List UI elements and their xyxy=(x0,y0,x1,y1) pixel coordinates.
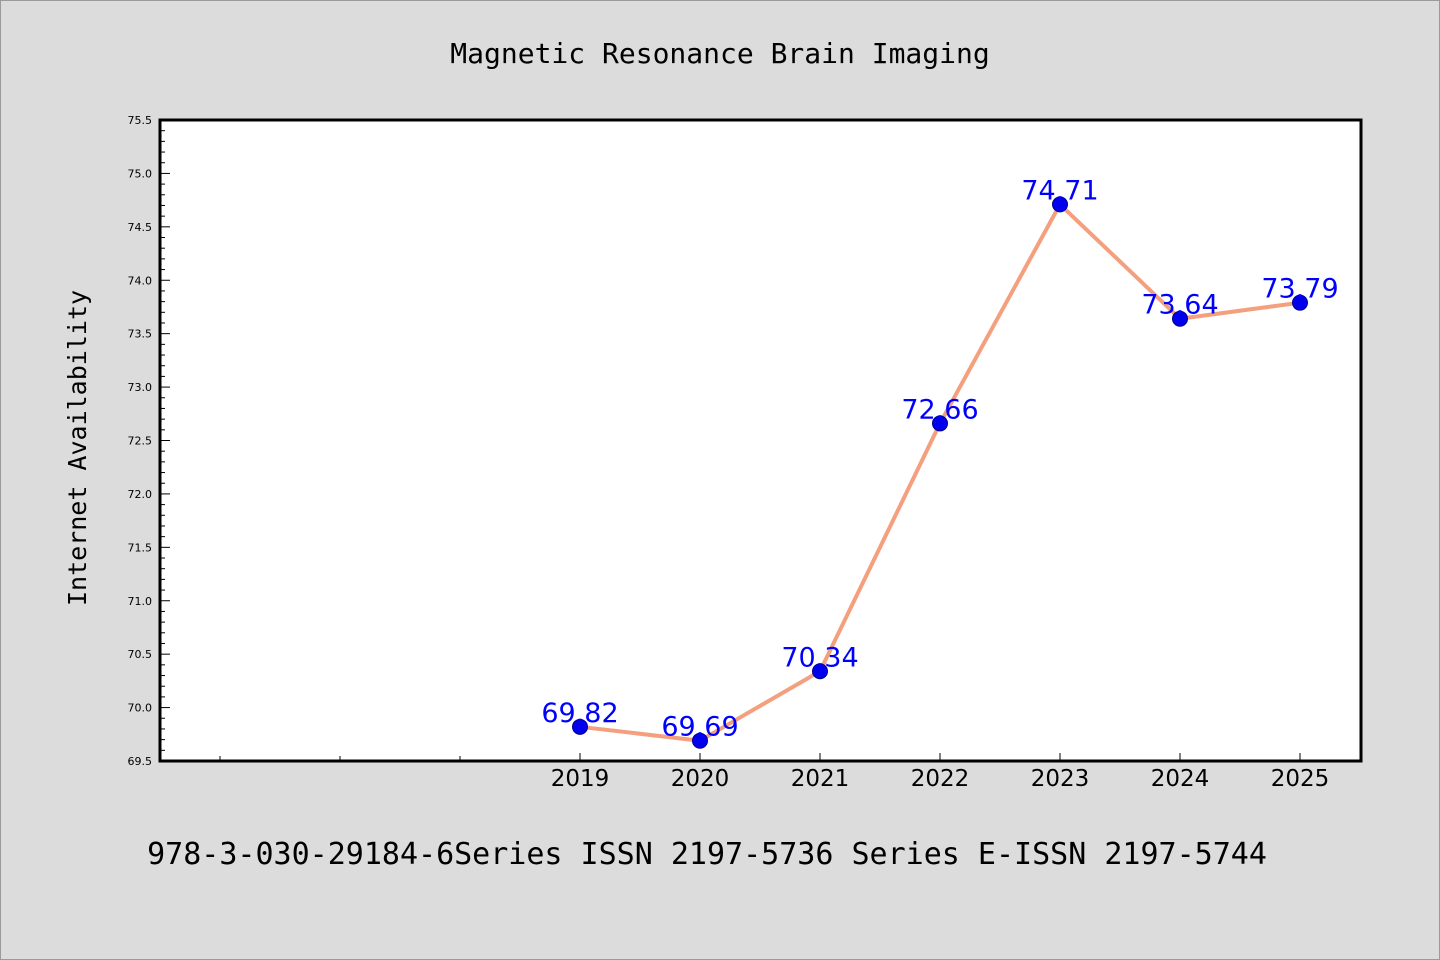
x-axis-ticks: 2019 2020 2021 2022 2023 2024 2025 xyxy=(219,753,1330,792)
data-point-marker xyxy=(1172,310,1188,327)
data-label: 73.64 xyxy=(1141,290,1218,321)
data-label: 70.34 xyxy=(781,642,858,673)
x-tick-label: 2020 xyxy=(671,766,730,792)
x-tick-label: 2025 xyxy=(1271,766,1330,792)
chart-title: Magnetic Resonance Brain Imaging xyxy=(450,37,989,70)
x-tick-label: 2024 xyxy=(1151,766,1210,792)
data-point-marker xyxy=(932,415,948,432)
y-tick-label: 71.0 xyxy=(128,595,153,608)
x-tick-label: 2023 xyxy=(1031,766,1090,792)
data-point-marker xyxy=(812,663,828,680)
data-label: 73.79 xyxy=(1261,274,1338,305)
y-tick-label: 70.0 xyxy=(128,702,153,715)
y-tick-label: 72.0 xyxy=(128,488,153,501)
data-point-marker xyxy=(572,718,588,735)
x-tick-label: 2021 xyxy=(791,766,850,792)
y-tick-label: 71.5 xyxy=(128,541,153,554)
data-label: 69.82 xyxy=(541,698,618,729)
x-tick-label: 2019 xyxy=(551,766,610,792)
data-label: 69.69 xyxy=(661,712,738,743)
y-axis-ticks: 69.5 70.0 70.5 71.0 71.5 72.0 72.5 73.0 73.5 74.0… xyxy=(128,114,170,768)
y-tick-label: 75.5 xyxy=(128,114,153,127)
y-axis-label: Internet Availability xyxy=(63,290,92,606)
data-label: 74.71 xyxy=(1021,175,1098,206)
x-tick-label: 2022 xyxy=(911,766,970,792)
data-label: 72.66 xyxy=(901,394,978,425)
series-line-group: 69.82 69.69 70.34 72.66 74.71 73.64 73.79 xyxy=(541,175,1339,749)
y-tick-label: 75.0 xyxy=(128,167,153,180)
y-tick-label: 70.5 xyxy=(128,648,153,661)
y-tick-label: 72.5 xyxy=(128,435,153,448)
y-tick-label: 73.0 xyxy=(128,381,153,394)
data-point-marker xyxy=(1292,294,1308,311)
footer-text: 978-3-030-29184-6Series ISSN 2197-5736 S… xyxy=(147,837,1267,872)
y-tick-label: 74.5 xyxy=(128,221,153,234)
y-tick-label: 74.0 xyxy=(128,274,153,287)
plot-area xyxy=(158,118,1363,763)
data-point-marker xyxy=(1052,196,1068,213)
y-tick-label: 73.5 xyxy=(128,328,153,341)
y-tick-label: 69.5 xyxy=(128,755,153,768)
data-point-marker xyxy=(692,732,708,749)
